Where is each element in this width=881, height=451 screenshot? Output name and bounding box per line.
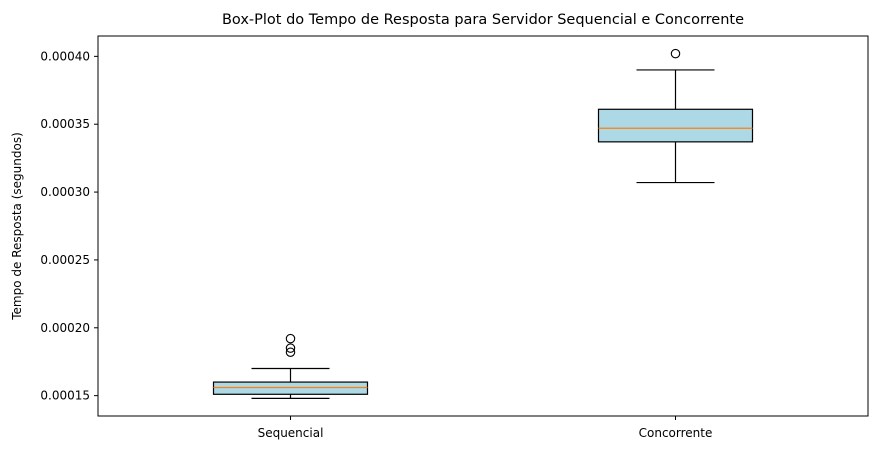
y-axis: 0.00015 0.00020 0.00025 0.00030 0.00035 0.000… [40, 49, 98, 403]
y-tick-label: 0.00030 [40, 185, 90, 199]
boxes-group [212, 48, 754, 399]
box-sequencial [212, 333, 369, 399]
plot-frame [97, 35, 869, 417]
y-tick-label: 0.00040 [40, 49, 90, 63]
outlier-point [285, 343, 296, 353]
x-axis: Sequencial Concorrente [258, 416, 713, 440]
y-tick-label: 0.00035 [40, 117, 90, 131]
chart-title: Box-Plot do Tempo de Resposta para Servi… [222, 12, 744, 28]
box-iqr [212, 381, 369, 395]
y-tick-label: 0.00020 [40, 321, 90, 335]
y-tick-label: 0.00015 [40, 389, 90, 403]
box-concorrente [597, 48, 754, 184]
x-tick-label: Concorrente [639, 426, 713, 440]
outlier-point [285, 333, 296, 344]
outlier-point [670, 48, 681, 59]
y-axis-label: Tempo de Resposta (segundos) [10, 132, 24, 321]
y-tick-label: 0.00025 [40, 253, 90, 267]
box-iqr [597, 108, 754, 143]
outlier-point [285, 347, 296, 357]
x-tick-label: Sequencial [258, 426, 324, 440]
